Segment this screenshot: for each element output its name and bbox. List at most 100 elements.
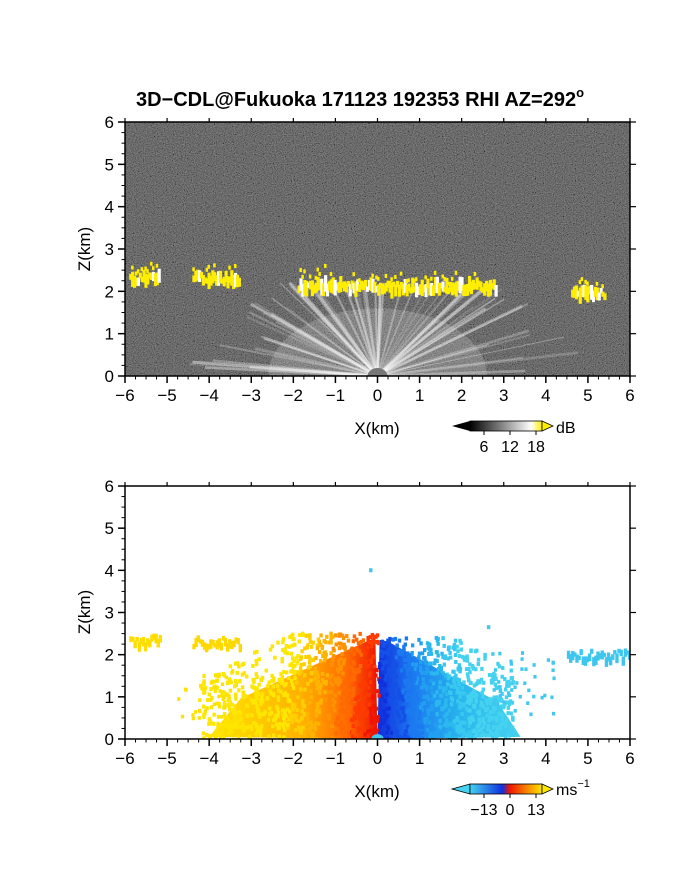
velocity-cell bbox=[266, 684, 270, 689]
velocity-cell bbox=[404, 681, 408, 686]
cloud-cell bbox=[198, 270, 202, 283]
velocity-cell bbox=[365, 693, 370, 698]
velocity-cell bbox=[494, 677, 498, 682]
velocity-cell bbox=[422, 700, 427, 705]
velocity-cell bbox=[596, 651, 600, 661]
velocity-cell bbox=[449, 702, 454, 707]
velocity-cell bbox=[342, 658, 347, 663]
cloud-cell bbox=[352, 272, 355, 277]
fan-ray bbox=[377, 351, 579, 376]
velocity-cell bbox=[353, 716, 357, 721]
velocity-cell bbox=[368, 635, 373, 640]
cloud-cell bbox=[301, 283, 305, 297]
velocity-cell bbox=[256, 709, 260, 714]
velocity-cell bbox=[462, 691, 466, 696]
fan-ray bbox=[308, 283, 379, 376]
fan-ray bbox=[376, 281, 493, 376]
fan-ray bbox=[377, 333, 531, 376]
velocity-cell bbox=[240, 685, 245, 690]
velocity-cell bbox=[477, 721, 482, 726]
velocity-cell bbox=[299, 655, 304, 660]
velocity-cell bbox=[362, 706, 367, 711]
velocity-cell bbox=[424, 684, 429, 689]
bottom-xtick-label: −2 bbox=[284, 749, 303, 768]
velocity-cell bbox=[336, 682, 341, 687]
cloud-cell bbox=[452, 283, 457, 295]
velocity-cell bbox=[216, 721, 220, 726]
velocity-cell bbox=[209, 639, 213, 649]
cloud-cell bbox=[424, 275, 427, 280]
cloud-cell bbox=[194, 270, 198, 282]
velocity-cell bbox=[234, 637, 238, 643]
velocity-cell bbox=[370, 644, 374, 649]
velocity-cell bbox=[475, 648, 479, 653]
velocity-cell bbox=[346, 709, 351, 714]
cloud-cell bbox=[441, 274, 444, 279]
velocity-cell bbox=[361, 638, 366, 643]
velocity-cell bbox=[397, 638, 402, 643]
cloud-cell bbox=[418, 284, 422, 295]
velocity-cell bbox=[399, 706, 403, 711]
velocity-cell bbox=[215, 678, 220, 683]
velocity-cell bbox=[313, 666, 317, 671]
cloud-cell bbox=[430, 282, 434, 296]
velocity-cell bbox=[254, 731, 258, 736]
velocity-cell bbox=[468, 701, 472, 706]
velocity-cell bbox=[479, 703, 483, 708]
velocity-cell bbox=[343, 681, 348, 686]
velocity-cell bbox=[257, 682, 261, 687]
velocity-cell bbox=[395, 643, 399, 648]
velocity-cell bbox=[496, 701, 500, 705]
velocity-cell bbox=[309, 678, 313, 683]
velocity-cell bbox=[502, 700, 506, 704]
cloud-cell bbox=[307, 282, 311, 288]
velocity-cell bbox=[515, 681, 519, 685]
velocity-cell bbox=[394, 655, 399, 660]
velocity-cell bbox=[317, 733, 322, 738]
velocity-cell bbox=[473, 735, 478, 739]
velocity-cell bbox=[372, 716, 376, 721]
velocity-cell bbox=[359, 725, 364, 730]
velocity-cell bbox=[191, 716, 195, 721]
velocity-cell bbox=[369, 660, 373, 665]
velocity-cell bbox=[212, 702, 216, 707]
velocity-cell bbox=[367, 693, 372, 698]
fan-ray bbox=[263, 336, 378, 376]
lidar-site bbox=[367, 368, 388, 376]
cloud-cell bbox=[134, 271, 138, 276]
velocity-cell bbox=[320, 671, 325, 676]
velocity-cell bbox=[424, 660, 429, 665]
cloud-cell bbox=[394, 284, 398, 297]
velocity-cell bbox=[418, 710, 422, 715]
velocity-cell bbox=[454, 659, 458, 664]
bottom-xtick-label: −4 bbox=[199, 749, 218, 768]
velocity-cell bbox=[465, 732, 470, 737]
velocity-cell bbox=[436, 641, 440, 646]
velocity-cell bbox=[411, 703, 415, 708]
velocity-cell bbox=[496, 732, 500, 737]
velocity-cell bbox=[277, 734, 282, 739]
velocity-cell bbox=[490, 716, 495, 721]
velocity-cell bbox=[448, 650, 452, 655]
velocity-cell bbox=[486, 727, 490, 732]
cloud-cell bbox=[348, 283, 352, 297]
velocity-cell bbox=[444, 698, 448, 703]
velocity-cell bbox=[426, 669, 430, 674]
velocity-cell bbox=[235, 670, 239, 675]
velocity-cell bbox=[492, 671, 496, 676]
velocity-cell bbox=[507, 679, 511, 684]
cloud-cell bbox=[597, 292, 601, 301]
velocity-cell bbox=[480, 666, 484, 671]
cloud-cell bbox=[388, 280, 392, 293]
velocity-cell bbox=[262, 712, 266, 717]
cloud-cell bbox=[420, 279, 424, 297]
velocity-cell bbox=[286, 726, 290, 731]
velocity-cell bbox=[453, 647, 457, 652]
velocity-cell bbox=[319, 683, 323, 688]
cloud-cell bbox=[305, 280, 309, 297]
velocity-cell bbox=[435, 712, 439, 717]
velocity-cell bbox=[295, 661, 299, 666]
velocity-cell bbox=[359, 652, 363, 657]
cloud-cell bbox=[574, 285, 579, 300]
velocity-cell bbox=[429, 661, 433, 666]
